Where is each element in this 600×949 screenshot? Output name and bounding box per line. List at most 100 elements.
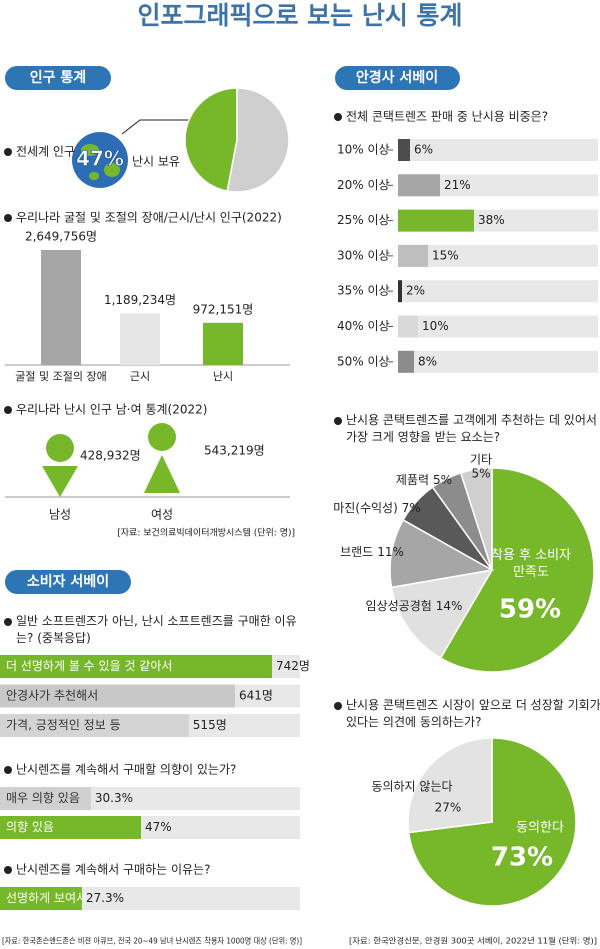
value-label: 11% bbox=[377, 545, 404, 559]
bar bbox=[398, 350, 414, 373]
bar-track bbox=[398, 174, 598, 197]
connector-line bbox=[121, 119, 212, 135]
value-label: 8% bbox=[418, 354, 437, 368]
bar bbox=[203, 322, 243, 365]
pie-slice bbox=[226, 87, 290, 193]
section-title: 소비자 서베이 bbox=[27, 573, 109, 590]
bar-track bbox=[398, 350, 598, 373]
category-label: 더 선명하게 볼 수 있을 것 같아서 bbox=[6, 659, 172, 673]
pictogram-icon bbox=[144, 455, 180, 493]
x-tick-label: 난시 bbox=[213, 370, 233, 383]
value-label: 27.3% bbox=[86, 891, 124, 905]
bullet bbox=[4, 866, 12, 874]
category-label: 난시 보유 bbox=[132, 155, 180, 169]
category-label: 의향 있음 bbox=[6, 820, 54, 834]
question: 일반 소프트렌즈가 아닌, 난시 소프트렌즈를 구매한 이유는? (중복응답) bbox=[16, 614, 297, 645]
value-label: 73% bbox=[491, 843, 553, 873]
x-tick-label: 굴절 및 조절의 장애 bbox=[15, 370, 106, 383]
pie-slice bbox=[439, 467, 595, 673]
bar-track bbox=[398, 244, 598, 267]
category-label: 동의하지 않는다 bbox=[371, 780, 452, 794]
value-label: 641명 bbox=[239, 689, 273, 703]
bar bbox=[398, 174, 440, 197]
bar bbox=[0, 787, 91, 810]
pictogram-icon bbox=[42, 466, 78, 497]
value-label: 59% bbox=[499, 595, 561, 625]
bullet bbox=[4, 766, 12, 774]
value-label: 428,932명 bbox=[80, 449, 141, 463]
label: 브랜드 11% bbox=[340, 545, 404, 559]
value-label: 6% bbox=[414, 143, 433, 157]
bullet bbox=[4, 214, 12, 222]
question: 전세계 인구 bbox=[16, 145, 75, 159]
category-label: 여성 bbox=[151, 508, 173, 522]
value-label: 742명 bbox=[276, 659, 310, 673]
pie-slice bbox=[390, 568, 494, 660]
bar bbox=[398, 280, 402, 303]
icon-head bbox=[46, 434, 74, 462]
value-label: 47% bbox=[76, 147, 124, 171]
slice-label: 착용 후 소비자 만족도 bbox=[490, 548, 572, 580]
value-label: 5% bbox=[471, 467, 490, 481]
source-note: [자료: 보건의료빅데이터개방시스템 (단위: 명)] bbox=[117, 527, 295, 539]
globe-land bbox=[89, 172, 99, 180]
x-tick-label: 근시 bbox=[130, 370, 150, 383]
bullet bbox=[4, 618, 12, 626]
bar-track bbox=[398, 280, 598, 303]
bullet bbox=[334, 702, 342, 710]
label: 제품력 5% bbox=[396, 473, 452, 487]
pie-slice bbox=[407, 737, 493, 834]
bar bbox=[0, 887, 82, 910]
bullet bbox=[334, 417, 342, 425]
category-label: 동의한다 bbox=[516, 821, 564, 836]
question: 난시용 콘택트렌즈 시장이 앞으로 더 성장할 기회가 있다는 의견에 동의하는… bbox=[346, 698, 600, 729]
value-label: 2,649,756명 bbox=[25, 230, 97, 244]
value-label: 515명 bbox=[193, 718, 227, 732]
y-tick-label: 20% 이상 bbox=[337, 178, 390, 192]
category-label: 임상성공경험 bbox=[366, 599, 432, 613]
value-label: 2% bbox=[406, 284, 425, 298]
value-label: 14% bbox=[436, 599, 463, 613]
icon-head bbox=[148, 423, 176, 451]
value-label: 10% bbox=[422, 319, 449, 333]
bar bbox=[398, 209, 474, 232]
value-label: 15% bbox=[432, 248, 459, 262]
category-label: 기타 bbox=[470, 453, 492, 467]
source-note: [자료: 한국안경신문, 안경원 300곳 서베이, 2022년 11월 (단위… bbox=[349, 936, 597, 946]
section-badge bbox=[5, 570, 131, 594]
globe-land bbox=[81, 144, 99, 156]
bar-track bbox=[398, 139, 598, 161]
y-tick-label: 10% 이상 bbox=[337, 143, 390, 157]
page-title: 인포그래픽으로 보는 난시 통계 bbox=[137, 1, 462, 30]
category-label: 안경사가 추천해서 bbox=[6, 688, 98, 703]
value-label: 47% bbox=[145, 820, 172, 834]
value-label: 972,151명 bbox=[193, 302, 254, 316]
question: 난시렌즈를 계속해서 구매할 의향이 있는가? bbox=[16, 763, 236, 777]
pie-slice bbox=[459, 467, 493, 571]
value-label: 1,189,234명 bbox=[104, 293, 176, 307]
y-tick-label: 50% 이상 bbox=[337, 354, 390, 368]
bar-track bbox=[398, 315, 598, 338]
y-tick-label: 25% 이상 bbox=[337, 213, 390, 227]
bar bbox=[120, 313, 160, 365]
globe-land bbox=[104, 163, 120, 177]
value-label: 30.3% bbox=[95, 791, 133, 805]
section-badge bbox=[335, 66, 460, 90]
y-tick-label: 30% 이상 bbox=[337, 248, 390, 262]
question: 전체 콘택트렌즈 판매 중 난시용 비중은? bbox=[346, 110, 548, 124]
bar bbox=[398, 244, 428, 267]
pie-slice bbox=[389, 518, 495, 589]
section-title: 안경사 서베이 bbox=[356, 69, 438, 86]
value-label: 543,219명 bbox=[204, 444, 265, 458]
question: 우리나라 굴절 및 조절의 장애/근시/난시 인구(2022) bbox=[16, 211, 282, 225]
category-label: 매우 의향 있음 bbox=[6, 791, 80, 805]
question: 난시용 콘택트렌즈를 고객에게 추천하는 데 있어서 가장 크게 영향을 받는 … bbox=[346, 413, 597, 444]
bullet bbox=[4, 148, 12, 156]
bar bbox=[398, 315, 418, 338]
value-label: 5% bbox=[433, 473, 452, 487]
value-label: 21% bbox=[444, 178, 471, 192]
bar bbox=[0, 655, 273, 678]
value-label: 7% bbox=[402, 501, 421, 515]
category-label: 마진(수익성) bbox=[333, 501, 398, 515]
